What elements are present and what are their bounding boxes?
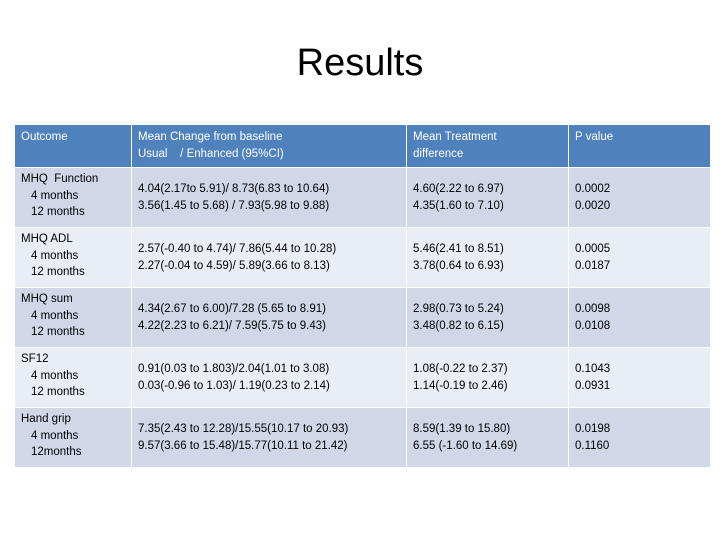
outcome-timepoint: 4 months (31, 369, 79, 382)
header-outcome: Outcome (14, 124, 132, 168)
p-value: 0.0020 (575, 199, 611, 212)
header-treatment-line1: Mean Treatment (413, 131, 497, 143)
outcome-name: MHQ Function (21, 173, 99, 185)
table-row: MHQ Function 4 months 12 months 4.04(2.1… (14, 167, 711, 228)
outcome-name: MHQ sum (21, 293, 73, 305)
p-value-cell: 0.0098 0.0108 (568, 287, 711, 348)
table-header-row: Outcome Mean Change from baseline Usual … (14, 124, 711, 168)
slide-title: Results (296, 42, 424, 84)
mean-change-cell: 4.04(2.17to 5.91)/ 8.73(6.83 to 10.64) 3… (131, 167, 407, 228)
mean-change-value: 4.34(2.67 to 6.00)/7.28 (5.65 to 8.91) (138, 303, 326, 315)
table-row: Hand grip 4 months 12months 7.35(2.43 to… (14, 407, 711, 468)
treatment-difference-value: 4.35(1.60 to 7.10) (413, 199, 504, 212)
table-row: MHQ ADL 4 months 12 months 2.57(-0.40 to… (14, 227, 711, 288)
outcome-cell: MHQ ADL 4 months 12 months (14, 227, 132, 288)
mean-change-cell: 7.35(2.43 to 12.28)/15.55(10.17 to 20.93… (131, 407, 407, 468)
p-value-cell: 0.0198 0.1160 (568, 407, 711, 468)
treatment-difference-value: 1.14(-0.19 to 2.46) (413, 379, 508, 392)
p-value: 0.1160 (575, 439, 610, 452)
table-row: SF12 4 months 12 months 0.91(0.03 to 1.8… (14, 347, 711, 408)
p-value: 0.0098 (575, 303, 611, 315)
treatment-difference-value: 8.59(1.39 to 15.80) (413, 423, 511, 435)
treatment-difference-value: 4.60(2.22 to 6.97) (413, 183, 504, 195)
outcome-timepoint: 12 months (31, 386, 85, 398)
outcome-cell: MHQ Function 4 months 12 months (14, 167, 132, 228)
treatment-difference-value: 6.55 (-1.60 to 14.69) (413, 439, 518, 452)
mean-change-value: 9.57(3.66 to 15.48)/15.77(10.11 to 21.42… (138, 439, 348, 452)
outcome-name: SF12 (21, 353, 49, 365)
treatment-difference-value: 2.98(0.73 to 5.24) (413, 303, 504, 315)
treatment-difference-value: 1.08(-0.22 to 2.37) (413, 363, 508, 375)
outcome-cell: SF12 4 months 12 months (14, 347, 132, 408)
mean-change-value: 0.03(-0.96 to 1.03)/ 1.19(0.23 to 2.14) (138, 379, 330, 392)
mean-change-value: 4.22(2.23 to 6.21)/ 7.59(5.75 to 9.43) (138, 319, 326, 332)
outcome-timepoint: 4 months (31, 309, 79, 322)
header-treatment-line2: difference (413, 147, 464, 160)
treatment-difference-cell: 1.08(-0.22 to 2.37) 1.14(-0.19 to 2.46) (406, 347, 569, 408)
results-table: Outcome Mean Change from baseline Usual … (14, 124, 711, 468)
mean-change-value: 2.27(-0.04 to 4.59)/ 5.89(3.66 to 8.13) (138, 259, 330, 272)
outcome-name: Hand grip (21, 413, 71, 425)
mean-change-cell: 4.34(2.67 to 6.00)/7.28 (5.65 to 8.91) 4… (131, 287, 407, 348)
mean-change-value: 2.57(-0.40 to 4.74)/ 7.86(5.44 to 10.28) (138, 243, 337, 255)
table-row: MHQ sum 4 months 12 months 4.34(2.67 to … (14, 287, 711, 348)
p-value: 0.0931 (575, 379, 611, 392)
treatment-difference-cell: 2.98(0.73 to 5.24) 3.48(0.82 to 6.15) (406, 287, 569, 348)
outcome-timepoint: 12 months (31, 266, 85, 278)
mean-change-value: 4.04(2.17to 5.91)/ 8.73(6.83 to 10.64) (138, 183, 330, 195)
p-value: 0.0108 (575, 319, 611, 332)
outcome-timepoint: 4 months (31, 249, 79, 262)
p-value-cell: 0.1043 0.0931 (568, 347, 711, 408)
p-value-cell: 0.0005 0.0187 (568, 227, 711, 288)
mean-change-value: 7.35(2.43 to 12.28)/15.55(10.17 to 20.93… (138, 423, 349, 435)
mean-change-cell: 0.91(0.03 to 1.803)/2.04(1.01 to 3.08) 0… (131, 347, 407, 408)
mean-change-value: 0.91(0.03 to 1.803)/2.04(1.01 to 3.08) (138, 363, 330, 375)
header-mean-change-line1: Mean Change from baseline (138, 131, 283, 143)
outcome-timepoint: 4 months (31, 429, 79, 442)
outcome-timepoint: 12 months (31, 206, 85, 218)
header-treatment-difference: Mean Treatment difference (406, 124, 569, 168)
header-outcome-label: Outcome (21, 131, 68, 143)
outcome-name: MHQ ADL (21, 233, 73, 245)
p-value-cell: 0.0002 0.0020 (568, 167, 711, 228)
outcome-timepoint: 4 months (31, 189, 79, 202)
treatment-difference-cell: 5.46(2.41 to 8.51) 3.78(0.64 to 6.93) (406, 227, 569, 288)
p-value: 0.0005 (575, 243, 611, 255)
header-p-value: P value (568, 124, 711, 168)
header-mean-change: Mean Change from baseline Usual / Enhanc… (131, 124, 407, 168)
outcome-timepoint: 12months (31, 446, 82, 458)
treatment-difference-value: 5.46(2.41 to 8.51) (413, 243, 504, 255)
p-value: 0.1043 (575, 363, 611, 375)
header-p-value-label: P value (575, 131, 614, 143)
treatment-difference-value: 3.48(0.82 to 6.15) (413, 319, 504, 332)
outcome-cell: Hand grip 4 months 12months (14, 407, 132, 468)
mean-change-value: 3.56(1.45 to 5.68) / 7.93(5.98 to 9.88) (138, 199, 330, 212)
outcome-cell: MHQ sum 4 months 12 months (14, 287, 132, 348)
p-value: 0.0198 (575, 423, 611, 435)
header-mean-change-line2: Usual / Enhanced (95%CI) (138, 147, 284, 160)
treatment-difference-cell: 8.59(1.39 to 15.80) 6.55 (-1.60 to 14.69… (406, 407, 569, 468)
p-value: 0.0187 (575, 259, 611, 272)
mean-change-cell: 2.57(-0.40 to 4.74)/ 7.86(5.44 to 10.28)… (131, 227, 407, 288)
p-value: 0.0002 (575, 183, 611, 195)
treatment-difference-value: 3.78(0.64 to 6.93) (413, 259, 504, 272)
outcome-timepoint: 12 months (31, 326, 85, 338)
treatment-difference-cell: 4.60(2.22 to 6.97) 4.35(1.60 to 7.10) (406, 167, 569, 228)
